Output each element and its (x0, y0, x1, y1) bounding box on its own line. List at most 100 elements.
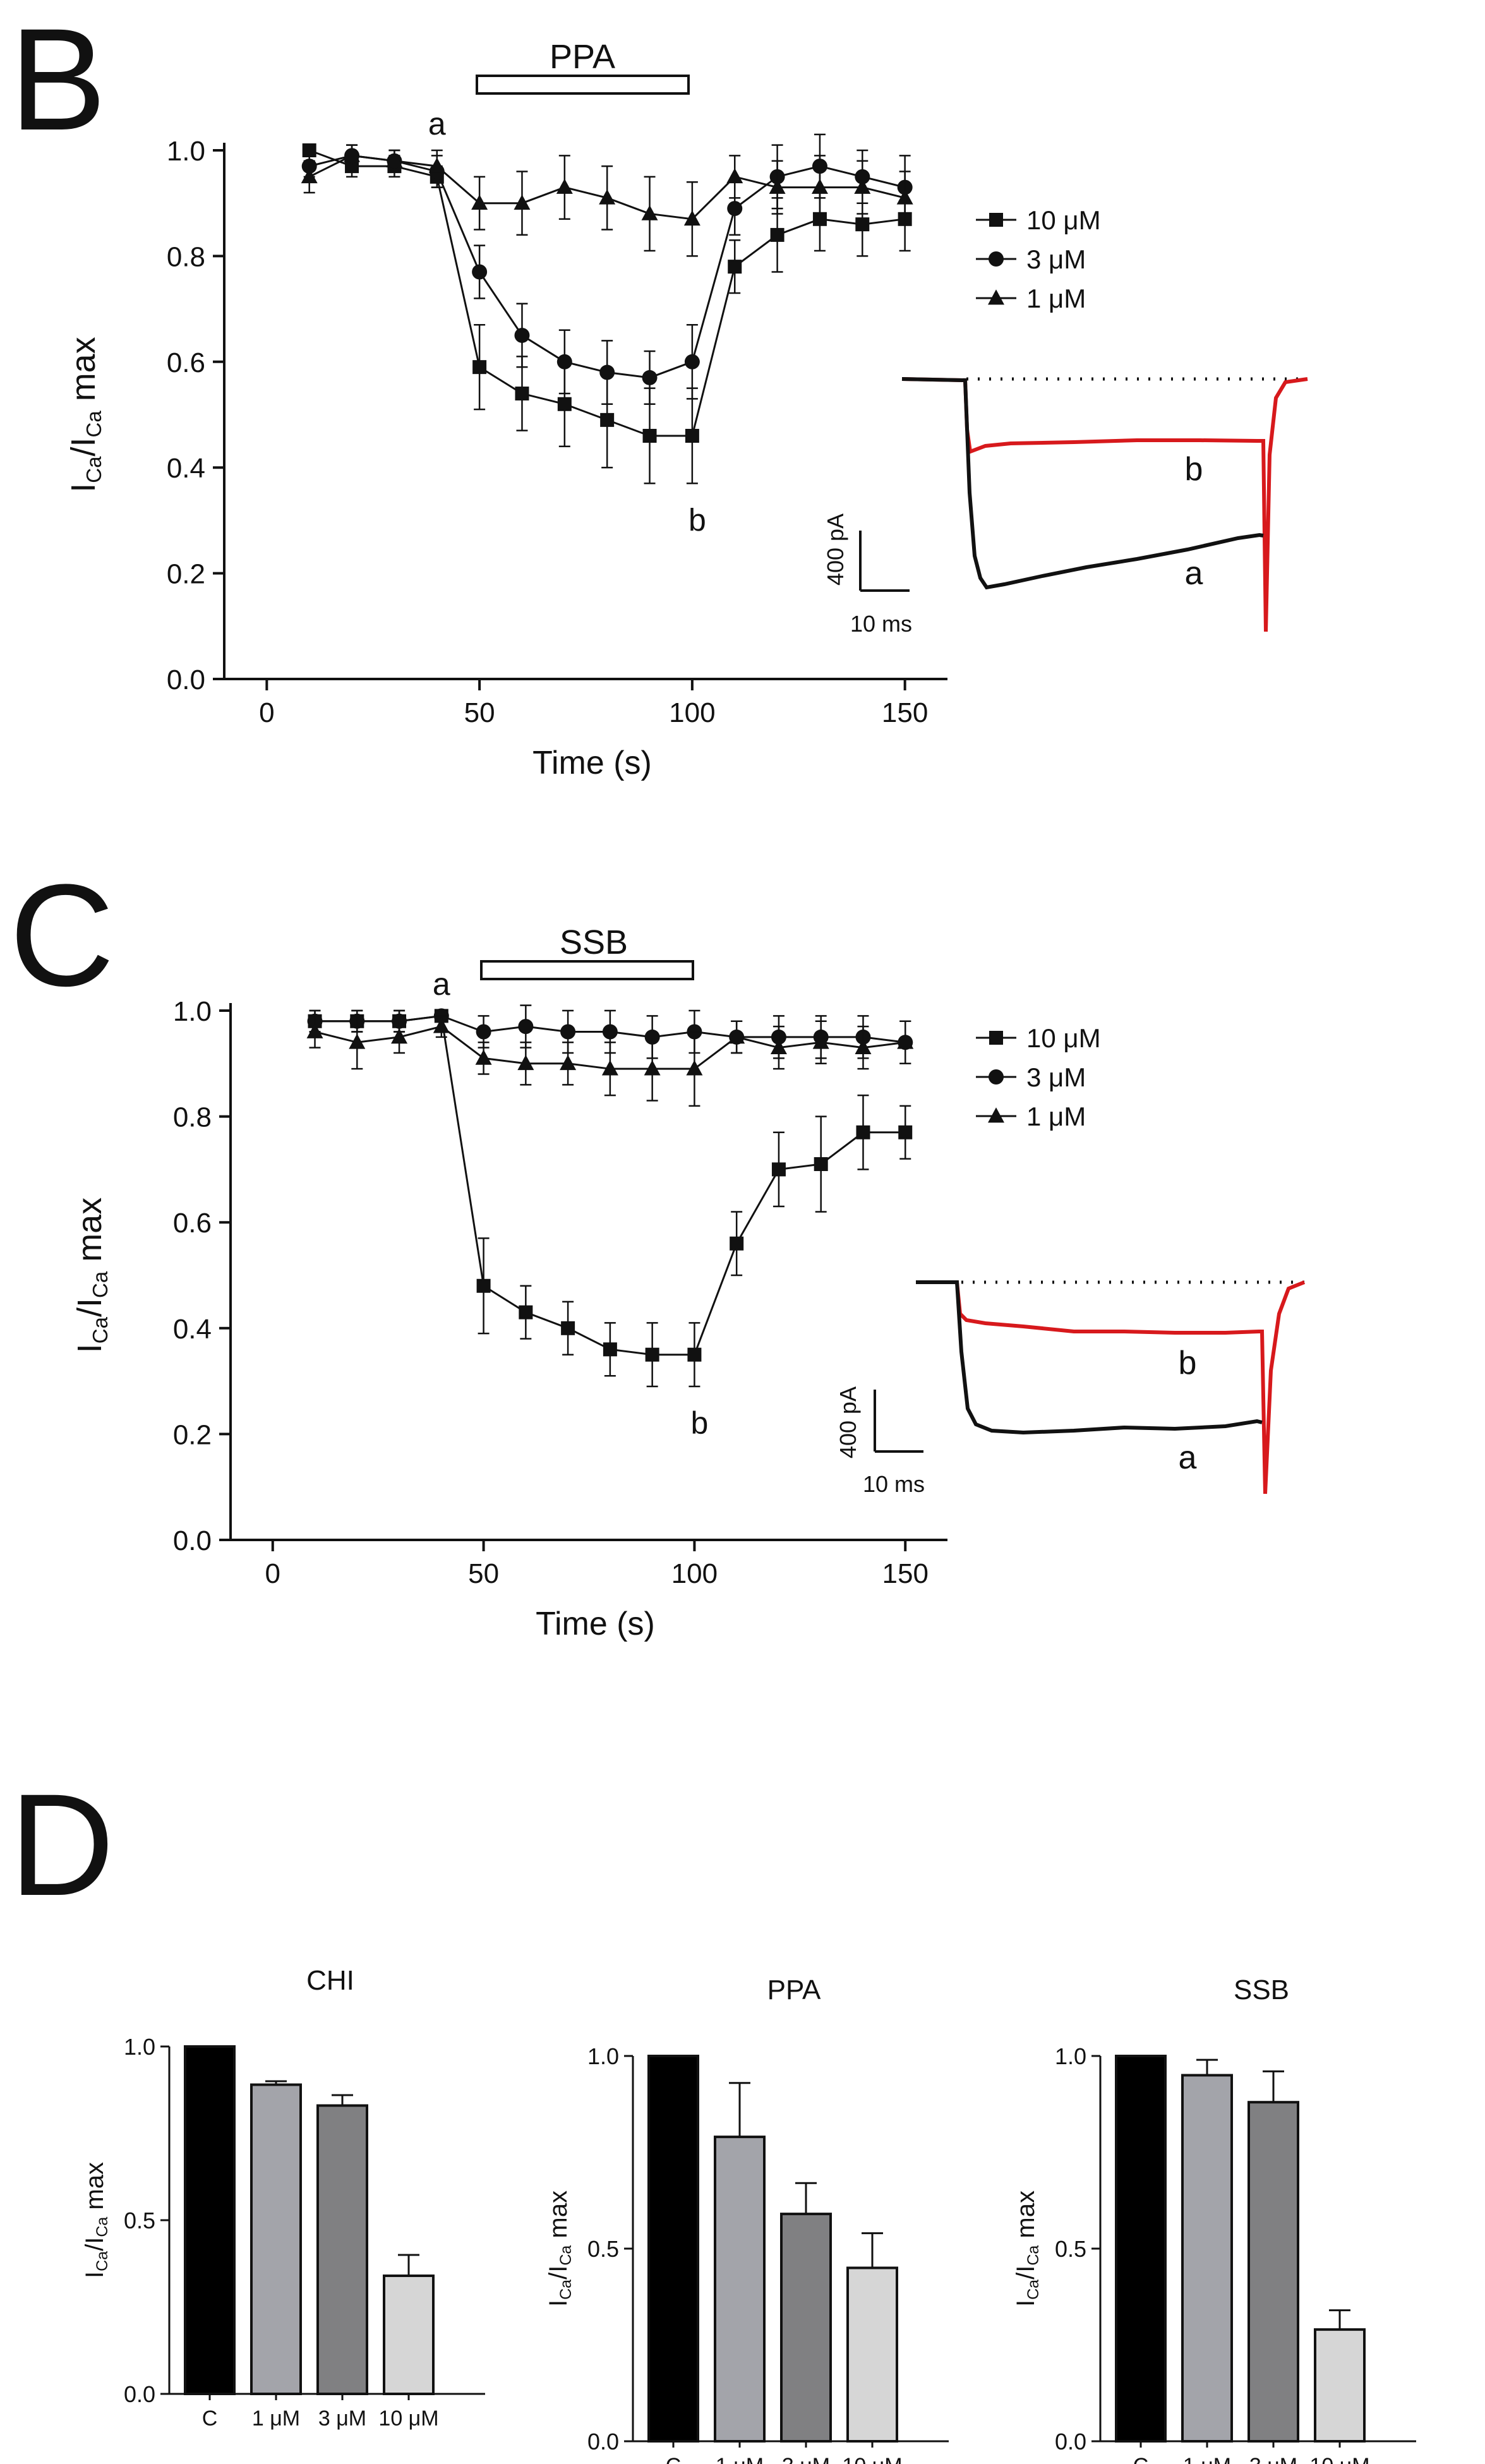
bar-0 (184, 2045, 236, 2395)
data-point (302, 143, 316, 157)
legend-marker (989, 1069, 1004, 1085)
data-point (514, 194, 531, 210)
bar-0 (1115, 2055, 1167, 2443)
panel-c: 0.0 0.2 0.4 0.6 0.8 1.0 0 50 100 150 Time (s) ICa/I… (71, 923, 1306, 1642)
y-tick-label: 0.2 (173, 1419, 212, 1450)
x-tick-label: 0 (259, 697, 274, 728)
data-point (771, 1162, 786, 1177)
panel-letter-c: C (9, 854, 114, 1016)
data-point (301, 168, 318, 184)
annotation-a: a (428, 106, 446, 141)
x-axis-label: Time (s) (536, 1606, 655, 1642)
x-tick-label: C (202, 2407, 218, 2431)
bar-3 (846, 2266, 898, 2443)
data-point (683, 210, 700, 226)
y-axis-label: ICa/ICa max (544, 2191, 575, 2307)
data-point (518, 1019, 534, 1035)
x-tick-label: 10 μM (842, 2454, 902, 2464)
data-point (770, 227, 785, 242)
panel-c-trace-label-b: b (1179, 1345, 1197, 1381)
data-point (601, 1060, 618, 1076)
y-tick-label: 0.0 (124, 2381, 155, 2407)
panel-letter-b: B (9, 0, 106, 160)
y-tick-label: 0.6 (173, 1208, 212, 1239)
bar-1 (1181, 2074, 1233, 2443)
y-tick-label: 0.4 (167, 453, 205, 484)
data-point (515, 387, 529, 401)
legend-label: 3 μM (1026, 1062, 1086, 1092)
data-point (557, 397, 572, 411)
data-point (645, 1347, 659, 1362)
data-point (471, 194, 488, 210)
data-point (686, 1060, 703, 1076)
x-tick-label: 50 (468, 1558, 499, 1589)
data-point (602, 1024, 618, 1040)
x-tick-label: 1 μM (716, 2454, 764, 2464)
panel-b-scale-time-label: 10 ms (850, 611, 912, 637)
data-point (642, 370, 658, 385)
x-tick-label: 10 μM (1309, 2454, 1369, 2464)
data-point (561, 1321, 575, 1335)
data-point (517, 1055, 534, 1071)
y-tick-label: 1.0 (124, 2034, 155, 2060)
y-tick-label: 0.0 (1055, 2429, 1086, 2455)
y-tick-label: 1.0 (167, 136, 205, 167)
y-tick-label: 0.6 (167, 347, 205, 378)
data-point (349, 1033, 366, 1049)
data-point (386, 152, 403, 168)
data-point (560, 1024, 576, 1040)
x-tick-label: 150 (882, 1558, 929, 1589)
panel-c-scale-current-label: 400 pA (835, 1386, 861, 1458)
y-axis-label: ICa/ICa max (81, 2162, 111, 2278)
data-point (730, 1236, 744, 1251)
y-axis-label: ICa/ICa max (1012, 2191, 1042, 2307)
panel-c-drug-bar: SSB (480, 923, 694, 980)
x-tick-label: C (666, 2454, 682, 2464)
y-tick-label: 1.0 (1055, 2043, 1086, 2069)
legend-label: 1 μM (1026, 284, 1086, 313)
data-point (896, 189, 913, 205)
data-point (472, 360, 487, 375)
y-tick-label: 0.0 (587, 2429, 619, 2455)
legend-label: 1 μM (1026, 1102, 1086, 1131)
data-point (599, 189, 616, 205)
x-tick-label: 10 μM (378, 2407, 438, 2431)
x-tick-label: 100 (671, 1558, 718, 1589)
panel-b-drug-bar: PPA (476, 38, 690, 95)
panel-b-trace-a (901, 377, 1264, 590)
data-point (854, 178, 871, 194)
bar-2 (316, 2104, 368, 2395)
x-tick-label: 50 (464, 697, 495, 728)
panel-b-traces: b a 400 pA 10 ms (822, 377, 1308, 637)
data-point (811, 178, 828, 194)
x-axis-label: Time (s) (532, 745, 652, 781)
legend-marker (988, 289, 1004, 305)
panel-d-chi: 0.0 0.5 1.0 CHI ICa/ICa max C 1 μM 3 μM 10 μM (81, 1965, 485, 2431)
y-tick-label: 0.8 (167, 241, 205, 272)
panel-d-ppa: 0.0 0.5 1.0 PPA ICa/ICa max C 1 μM 3 μM 10 μM (544, 1974, 949, 2464)
data-point (727, 201, 743, 217)
data-point (391, 1028, 408, 1044)
panel-d-ssb: 0.0 0.5 1.0 SSB ICa/ICa max C 1 μM 3 μM 10 μM (1012, 1974, 1416, 2464)
data-point (687, 1347, 702, 1362)
panel-c-trace-b (916, 1280, 1306, 1494)
data-point (344, 147, 361, 162)
x-tick-label: 100 (669, 697, 715, 728)
panel-c-trace-a (916, 1280, 1263, 1435)
data-point (599, 364, 615, 380)
y-tick-label: 1.0 (587, 2043, 619, 2069)
data-point (514, 327, 530, 343)
data-point (812, 1033, 829, 1049)
data-point (472, 264, 488, 280)
data-point (644, 1060, 661, 1076)
data-point (728, 1028, 745, 1044)
x-tick-label: 150 (882, 697, 928, 728)
panel-c-drug-label: SSB (560, 923, 628, 961)
x-tick-label: 3 μM (782, 2454, 830, 2464)
bar-2 (780, 2213, 832, 2443)
data-point (560, 1055, 577, 1071)
data-point (855, 1038, 872, 1054)
panel-b-application-bar (476, 75, 690, 95)
data-point (641, 205, 658, 220)
y-tick-label: 0.4 (173, 1314, 212, 1345)
